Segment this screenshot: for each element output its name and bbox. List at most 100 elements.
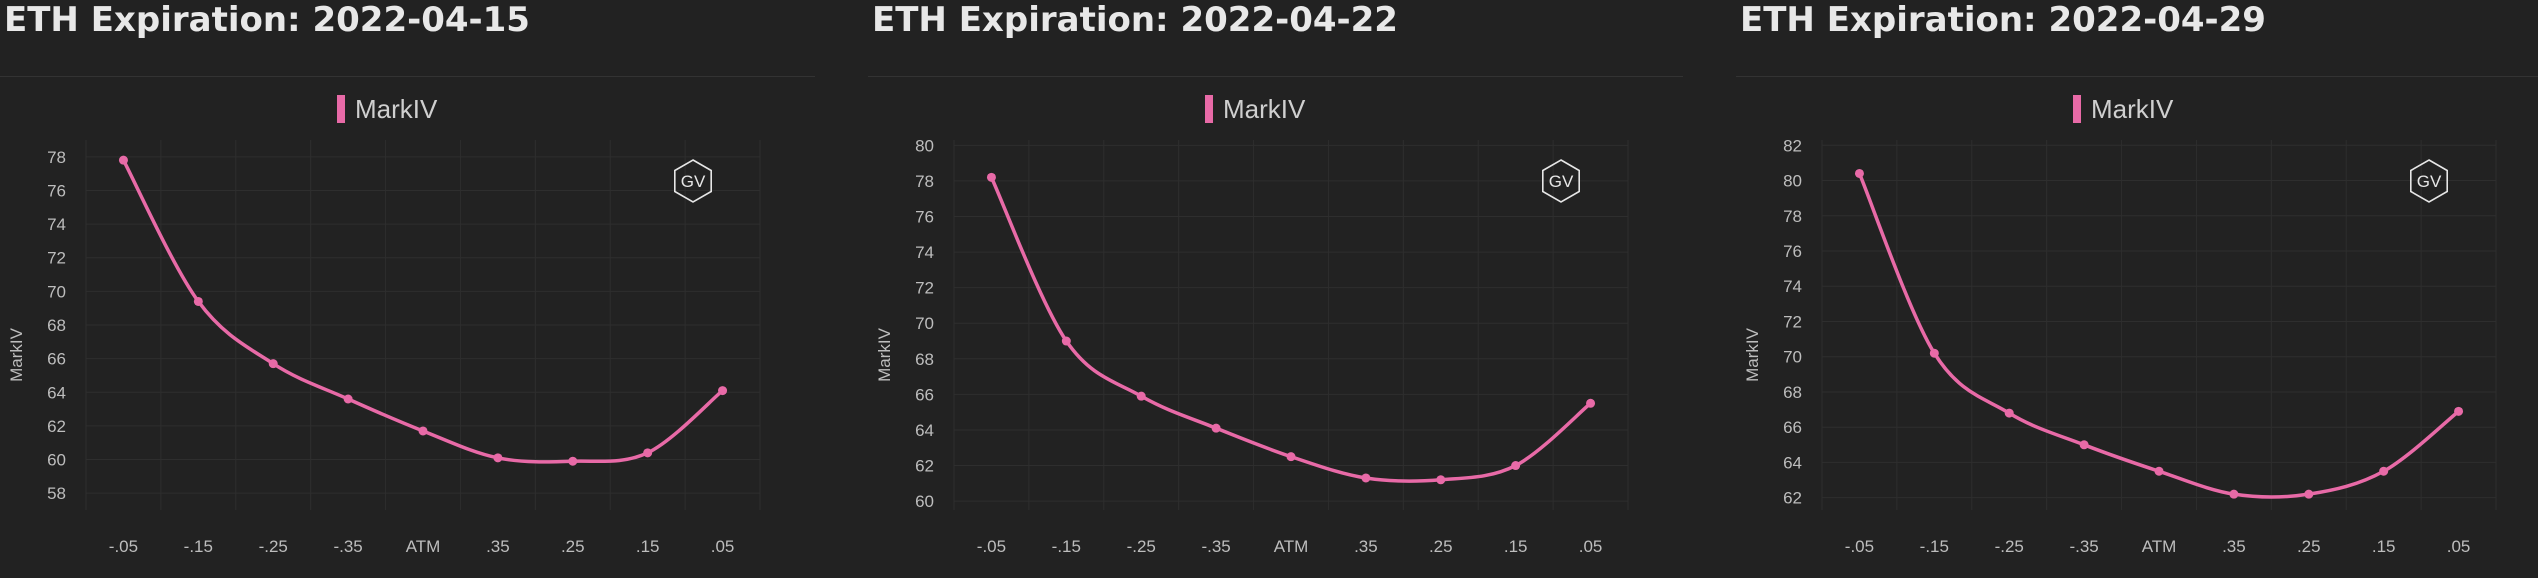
data-point[interactable] <box>2079 440 2089 450</box>
y-tick-label: 60 <box>915 492 934 511</box>
data-point[interactable] <box>1136 391 1146 401</box>
markiv-line-chart[interactable]: 60 62 64 66 68 70 72 74 76 78 80 -.05 -.15 -.25 -.35 AT… <box>868 80 1683 578</box>
legend-label: MarkIV <box>2091 94 2174 124</box>
y-tick-label: 62 <box>915 457 934 476</box>
data-point[interactable] <box>268 359 278 369</box>
hexagon-shape <box>673 159 713 203</box>
y-tick-label: 76 <box>47 181 66 200</box>
y-tick-label: 80 <box>915 136 934 155</box>
data-point[interactable] <box>2154 466 2164 476</box>
grid <box>953 140 1629 510</box>
data-point[interactable] <box>643 448 653 458</box>
data-point[interactable] <box>1854 168 1864 178</box>
x-tick-label: .35 <box>1354 537 1378 556</box>
legend[interactable]: MarkIV <box>1205 94 1306 124</box>
x-tick-label: -.35 <box>1201 537 1230 556</box>
x-tick-label: .15 <box>636 537 660 556</box>
y-tick-label: 66 <box>915 385 934 404</box>
x-tick-label: -.05 <box>977 537 1006 556</box>
legend-swatch <box>1205 95 1213 123</box>
x-tick-label: .05 <box>1579 537 1603 556</box>
gv-hexagon-logo: GV <box>673 159 713 203</box>
y-axis-title: MarkIV <box>1743 327 1762 382</box>
x-tick-label: .35 <box>486 537 510 556</box>
data-point[interactable] <box>568 456 578 466</box>
data-point[interactable] <box>2454 406 2464 416</box>
grid <box>1821 140 2497 510</box>
markiv-line-chart[interactable]: 62 64 66 68 70 72 74 76 78 80 82 -.05 -.15 -.25 -.35 AT… <box>1736 80 2536 578</box>
y-axis-title: MarkIV <box>875 327 894 382</box>
watermark-text: GV <box>1549 172 1574 191</box>
x-tick-label: .25 <box>561 537 585 556</box>
data-point[interactable] <box>986 172 996 182</box>
x-tick-label: .35 <box>2222 537 2246 556</box>
y-tick-label: 64 <box>1783 453 1802 472</box>
data-point[interactable] <box>1511 461 1521 471</box>
x-tick-label: -.25 <box>1995 537 2024 556</box>
y-tick-label: 64 <box>915 421 934 440</box>
data-point[interactable] <box>418 426 428 436</box>
x-tick-label: ATM <box>1274 537 1309 556</box>
y-tick-label: 66 <box>1783 418 1802 437</box>
data-point[interactable] <box>493 453 503 463</box>
data-point[interactable] <box>1586 398 1596 408</box>
data-point[interactable] <box>193 296 203 306</box>
x-tick-label: -.05 <box>109 537 138 556</box>
hexagon-shape <box>1541 159 1581 203</box>
data-point[interactable] <box>1061 336 1071 346</box>
title-divider <box>868 76 1683 77</box>
hexagon-shape <box>2409 159 2449 203</box>
data-point[interactable] <box>343 394 353 404</box>
x-tick-label: ATM <box>2142 537 2177 556</box>
y-tick-label: 70 <box>47 282 66 301</box>
x-tick-label: ATM <box>406 537 441 556</box>
grid <box>85 140 761 510</box>
data-point[interactable] <box>1929 348 1939 358</box>
x-tick-label: -.35 <box>333 537 362 556</box>
x-tick-label: -.15 <box>1920 537 1949 556</box>
data-point[interactable] <box>1211 423 1221 433</box>
y-tick-label: 68 <box>47 316 66 335</box>
legend[interactable]: MarkIV <box>337 94 438 124</box>
legend-swatch <box>337 95 345 123</box>
y-tick-label: 76 <box>915 207 934 226</box>
y-tick-label: 74 <box>915 243 934 262</box>
data-point[interactable] <box>2004 408 2014 418</box>
x-tick-label: -.25 <box>1127 537 1156 556</box>
y-tick-label: 78 <box>1783 207 1802 226</box>
x-tick-label: .05 <box>711 537 735 556</box>
y-tick-label: 70 <box>915 314 934 333</box>
watermark-text: GV <box>2417 172 2442 191</box>
chart-title: ETH Expiration: 2022-04-22 <box>872 0 1398 40</box>
series-line-markiv <box>121 158 725 464</box>
series-line-markiv <box>1857 171 2461 499</box>
data-point[interactable] <box>1286 452 1296 462</box>
data-point[interactable] <box>2229 489 2239 499</box>
data-point[interactable] <box>2304 489 2314 499</box>
x-tick-label: .15 <box>1504 537 1528 556</box>
gv-hexagon-logo: GV <box>1541 159 1581 203</box>
data-point[interactable] <box>1361 473 1371 483</box>
y-tick-label: 68 <box>1783 383 1802 402</box>
legend-label: MarkIV <box>355 94 438 124</box>
chart-title: ETH Expiration: 2022-04-29 <box>1740 0 2266 40</box>
y-tick-label: 76 <box>1783 242 1802 261</box>
legend[interactable]: MarkIV <box>2073 94 2174 124</box>
data-point[interactable] <box>2379 466 2389 476</box>
data-point[interactable] <box>1436 475 1446 485</box>
x-tick-label: .15 <box>2372 537 2396 556</box>
y-tick-label: 72 <box>915 279 934 298</box>
x-tick-label: .05 <box>2447 537 2471 556</box>
watermark-text: GV <box>681 172 706 191</box>
y-tick-label: 80 <box>1783 172 1802 191</box>
y-tick-label: 58 <box>47 484 66 503</box>
data-point[interactable] <box>718 386 728 396</box>
chart-title: ETH Expiration: 2022-04-15 <box>4 0 530 40</box>
legend-swatch <box>2073 95 2081 123</box>
markiv-line-chart[interactable]: 58 60 62 64 66 68 70 72 74 76 78 -.05 -.15 -.25 -.35 AT… <box>0 80 815 578</box>
data-point[interactable] <box>118 155 128 165</box>
y-tick-label: 60 <box>47 451 66 470</box>
legend-label: MarkIV <box>1223 94 1306 124</box>
y-tick-label: 78 <box>47 148 66 167</box>
chart-panel-2022-04-15: ETH Expiration: 2022-04-15 58 60 62 64 66 68 7… <box>0 0 830 578</box>
